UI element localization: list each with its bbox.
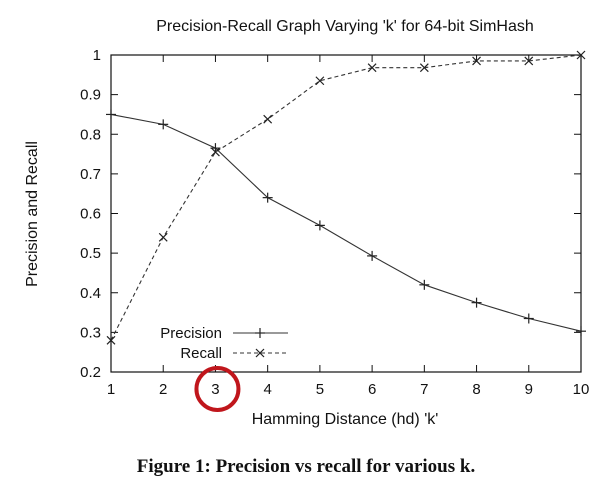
highlight-circle	[194, 366, 241, 412]
legend-marker	[255, 348, 265, 358]
legend-label: Precision	[160, 325, 222, 342]
x-tick-label: 5	[316, 381, 324, 398]
y-tick-label: 0.4	[80, 285, 101, 302]
legend-marker	[255, 328, 265, 338]
y-tick-label: 0.7	[80, 166, 101, 183]
legend-label: Recall	[180, 345, 222, 362]
x-tick-label: 1	[107, 381, 115, 398]
recall-point	[158, 232, 168, 242]
x-tick-label: 6	[368, 381, 376, 398]
recall-point	[472, 56, 481, 66]
chart-title: Precision-Recall Graph Varying 'k' for 6…	[156, 18, 534, 35]
y-tick-label: 0.8	[80, 126, 101, 143]
y-tick-label: 0.3	[80, 324, 101, 341]
precision-point	[367, 250, 378, 261]
precision-point	[158, 119, 169, 130]
series-layer	[106, 50, 586, 345]
x-tick-label: 2	[159, 381, 167, 398]
x-tick-label: 7	[420, 381, 428, 398]
precision-point	[523, 313, 534, 324]
precision-line	[110, 113, 582, 332]
series-recall	[106, 50, 586, 345]
precision-point	[106, 109, 116, 120]
y-tick-label: 0.6	[80, 206, 101, 223]
figure-caption: Figure 1: Precision vs recall for variou…	[136, 456, 476, 477]
recall-point	[367, 63, 377, 73]
x-tick-label: 3	[211, 381, 219, 398]
recall-point	[524, 56, 534, 66]
series-precision	[106, 109, 586, 337]
precision-recall-chart: Precision-Recall Graph Varying 'k' for 6…	[24, 18, 589, 428]
y-tick-label: 1	[93, 47, 101, 64]
recall-line	[110, 54, 582, 341]
y-tick-label: 0.5	[80, 245, 101, 262]
recall-point	[263, 114, 273, 124]
x-tick-label: 10	[573, 381, 590, 398]
x-tick-label: 4	[263, 381, 271, 398]
y-axis-title: Precision and Recall	[24, 141, 41, 287]
x-axis-title: Hamming Distance (hd) 'k'	[252, 411, 439, 428]
precision-point	[419, 279, 430, 290]
recall-point	[419, 63, 429, 73]
x-tick-label: 9	[525, 381, 533, 398]
highlight-layer	[194, 366, 241, 412]
precision-point	[471, 297, 482, 308]
legend: Precision Recall	[160, 325, 288, 362]
precision-point	[576, 326, 586, 337]
y-tick-label: 0.9	[80, 87, 101, 104]
recall-point	[576, 50, 586, 60]
precision-point	[262, 192, 273, 203]
precision-point	[314, 220, 325, 231]
axis-ticks: 0.2 0.3 0.4 0.5 0.6 0.7 0.8 0.9 1 1 2 3 4 5 6 7 8 9 10	[80, 47, 589, 398]
recall-point	[315, 76, 325, 86]
x-tick-label: 8	[472, 381, 480, 398]
recall-point	[211, 147, 220, 157]
y-tick-label: 0.2	[80, 364, 101, 381]
recall-point	[106, 335, 116, 345]
